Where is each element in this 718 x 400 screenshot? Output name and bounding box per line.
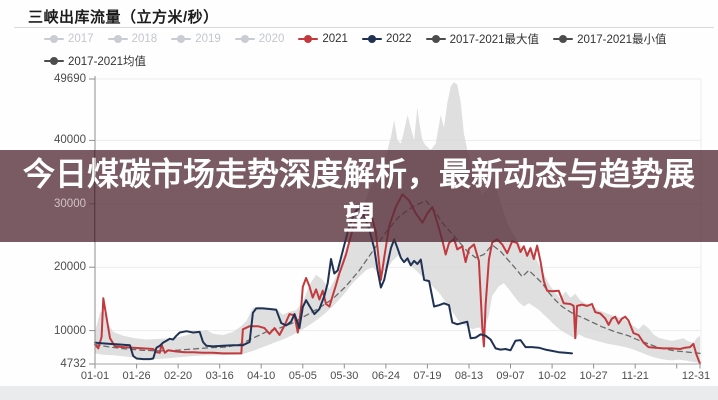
legend-label: 2019 — [195, 33, 221, 45]
legend-item-2021[interactable]: 2021 — [298, 33, 348, 45]
x-tick-label: 01-01 — [80, 370, 110, 382]
x-tick-label: 06-24 — [371, 370, 400, 382]
legend-label: 2022 — [385, 33, 412, 45]
y-tick-label: 40000 — [54, 134, 86, 147]
legend-item-2017-2021最大值[interactable]: 2017-2021最大值 — [425, 31, 540, 47]
legend-item-2022[interactable]: 2022 — [361, 33, 412, 45]
x-tick-label: 05-05 — [288, 370, 317, 382]
y-axis-spine-through-banner — [94, 150, 95, 242]
legend-label: 2017-2021最小值 — [577, 34, 667, 46]
legend-item-2017[interactable]: 2017 — [44, 33, 94, 45]
x-tick-label: 07-19 — [413, 370, 442, 382]
x-tick-label: 04-10 — [247, 370, 276, 382]
legend-label: 2017-2021最大值 — [449, 34, 540, 46]
legend-label: 2017 — [68, 33, 94, 45]
headline-banner-overlay: 今日煤碳市场走势深度解析，最新动态与趋势展 望 — [0, 150, 718, 242]
chart-legend: 2017 2018 2019 2020 2021 2022 2017-2021最大值 2017… — [44, 31, 710, 69]
headline-text: 今日煤碳市场走势深度解析，最新动态与趋势展 望 — [13, 152, 705, 240]
x-tick-label: 09-07 — [496, 370, 525, 382]
legend-label: 2020 — [258, 33, 285, 45]
x-tick-label: 03-16 — [205, 370, 234, 382]
x-tick-label: 08-13 — [454, 370, 484, 382]
x-tick-label: 12-31 — [681, 370, 711, 382]
legend-label: 2018 — [131, 33, 158, 45]
legend-line-dot-icon — [361, 34, 382, 44]
x-tick-label: 10-27 — [579, 370, 608, 382]
title-divider — [14, 27, 714, 28]
x-tick-label: 10-02 — [538, 370, 567, 382]
legend-label: 2017-2021均值 — [68, 56, 146, 68]
legend-item-2017-2021均值[interactable]: 2017-2021均值 — [44, 53, 146, 69]
y-tick-label: 30000 — [54, 197, 86, 210]
chart-title: 三峡出库流量（立方米/秒） — [28, 9, 219, 26]
legend-label: 2021 — [322, 33, 348, 45]
legend-item-2018[interactable]: 2018 — [107, 33, 158, 45]
legend-item-2020[interactable]: 2020 — [234, 33, 285, 45]
legend-line-dot-icon — [553, 34, 574, 44]
headline-line-1: 今日煤碳市场走势深度解析，最新动态与趋势展 — [22, 156, 695, 192]
legend-line-dot-icon — [44, 34, 64, 44]
y-tick-label: 20000 — [54, 261, 86, 274]
y-tick-label: 49690 — [54, 73, 86, 85]
legend-line-dot-icon — [107, 34, 128, 44]
legend-line-dot-icon — [44, 56, 64, 66]
legend-line-dot-icon — [298, 34, 319, 44]
legend-item-2019[interactable]: 2019 — [171, 33, 221, 45]
legend-line-dot-icon — [171, 34, 192, 44]
legend-line-dot-icon — [425, 34, 446, 44]
x-tick-label: 11-21 — [621, 370, 649, 382]
x-tick-label: 01-26 — [122, 370, 151, 382]
legend-line-dot-icon — [234, 34, 255, 44]
y-tick-label: 4732 — [60, 358, 86, 370]
x-tick-label: 02-20 — [164, 370, 193, 382]
headline-line-2: 望 — [342, 200, 375, 236]
legend-item-2017-2021最小值[interactable]: 2017-2021最小值 — [553, 31, 667, 47]
y-tick-label: 10000 — [54, 324, 86, 337]
footer-strip — [0, 386, 718, 400]
x-tick-label: 05-30 — [330, 370, 359, 382]
